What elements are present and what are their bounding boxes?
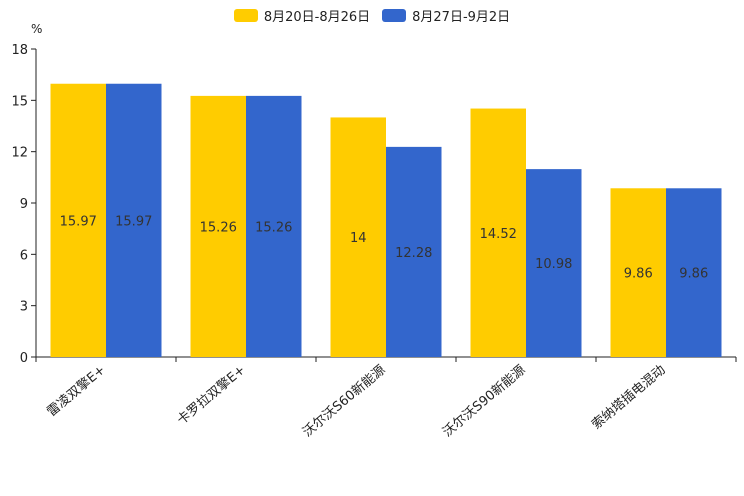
y-tick-label-3: 9: [20, 197, 28, 212]
legend-label-series-1: 8月20日-8月26日: [263, 10, 371, 25]
bar-series-1-3: [470, 108, 526, 358]
legend-label-series-2: 8月27日-9月2日: [412, 10, 511, 25]
data-label-series-2-2: 12.28: [395, 246, 432, 261]
legend-item-series-1[interactable]: 8月20日-8月26日: [233, 6, 371, 25]
bar-series-1-4: [610, 188, 666, 357]
bar-series-2-2: [386, 146, 442, 357]
legend-item-series-2[interactable]: 8月27日-9月2日: [382, 6, 510, 25]
bar-series-2-0: [106, 83, 162, 357]
chart-legend: 8月20日-8月26日 8月27日-9月2日: [0, 6, 744, 25]
bar-series-1-0: [50, 83, 106, 357]
data-label-series-1-1: 15.26: [200, 220, 237, 235]
y-axis-unit: %: [31, 22, 43, 36]
bar-series-2-3: [526, 169, 582, 357]
y-tick-label-6: 18: [11, 43, 28, 58]
data-label-series-2-0: 15.97: [115, 214, 152, 229]
x-tick-label-1: 卡罗拉双擎E+: [174, 363, 248, 429]
bar-series-2-4: [666, 188, 722, 357]
y-tick-label-1: 3: [20, 300, 28, 315]
bar-series-1-2: [330, 117, 386, 357]
data-label-series-1-2: 14: [350, 231, 367, 246]
data-label-series-1-0: 15.97: [60, 214, 97, 229]
x-tick-label-4: 索纳塔插电混动: [589, 363, 668, 433]
data-label-series-2-3: 10.98: [535, 257, 572, 272]
x-tick-label-3: 沃尔沃S90新能源: [440, 362, 529, 440]
y-tick-label-5: 15: [11, 94, 28, 109]
x-tick-label-0: 雷凌双擎E+: [44, 363, 108, 420]
y-tick-label-0: 0: [20, 351, 28, 366]
legend-swatch-series-1: [233, 9, 258, 22]
x-tick-label-2: 沃尔沃S60新能源: [300, 362, 389, 440]
data-label-series-1-3: 14.52: [480, 227, 517, 242]
y-tick-label-4: 12: [11, 146, 28, 161]
y-tick-label-2: 6: [20, 248, 28, 263]
data-label-series-2-4: 9.86: [679, 267, 708, 282]
legend-swatch-series-2: [382, 9, 407, 22]
data-label-series-2-1: 15.26: [255, 220, 292, 235]
bar-series-1-1: [190, 95, 246, 357]
data-label-series-1-4: 9.86: [624, 267, 653, 282]
bar-series-2-1: [246, 95, 302, 357]
